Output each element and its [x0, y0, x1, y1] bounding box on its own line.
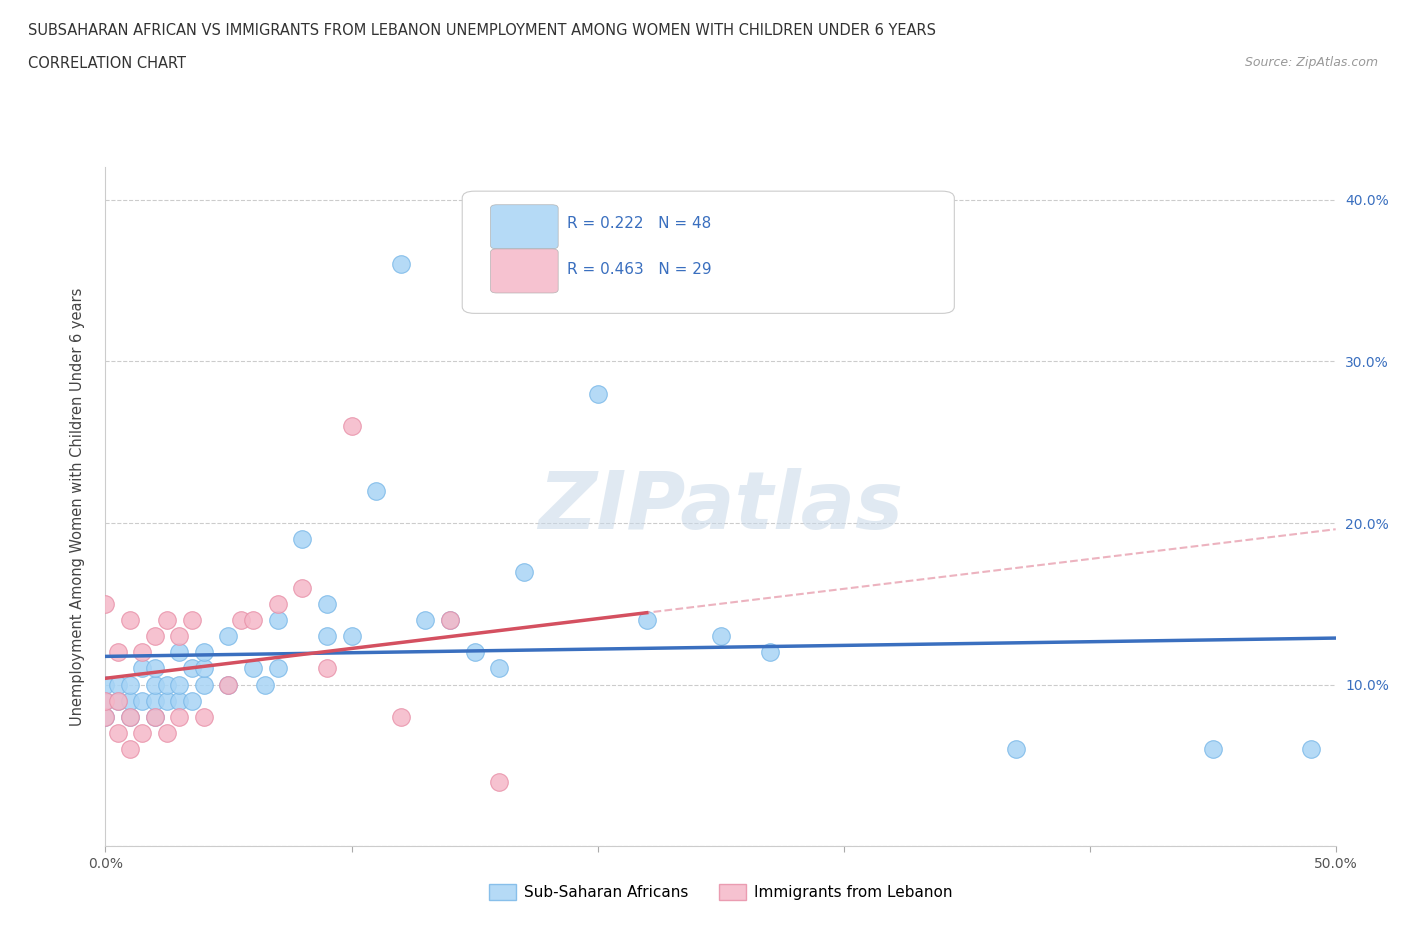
- Point: [415, 613, 437, 628]
- Point: [94, 710, 117, 724]
- Text: R = 0.222   N = 48: R = 0.222 N = 48: [567, 217, 711, 232]
- Point: [267, 613, 290, 628]
- Text: ZIPatlas: ZIPatlas: [538, 468, 903, 546]
- Point: [242, 661, 264, 676]
- Point: [120, 710, 141, 724]
- Point: [193, 710, 215, 724]
- Point: [94, 677, 117, 692]
- Point: [143, 710, 166, 724]
- Y-axis label: Unemployment Among Women with Children Under 6 years: Unemployment Among Women with Children U…: [70, 287, 84, 726]
- Point: [131, 661, 153, 676]
- Point: [169, 710, 191, 724]
- Point: [120, 710, 141, 724]
- Point: [464, 644, 486, 659]
- Point: [107, 694, 129, 709]
- Point: [169, 694, 191, 709]
- Point: [340, 629, 363, 644]
- Point: [120, 677, 141, 692]
- Point: [710, 629, 733, 644]
- Point: [193, 644, 215, 659]
- Point: [131, 644, 153, 659]
- Point: [131, 725, 153, 740]
- Point: [143, 694, 166, 709]
- Point: [267, 661, 290, 676]
- Point: [1004, 742, 1026, 757]
- Point: [120, 694, 141, 709]
- Legend: Sub-Saharan Africans, Immigrants from Lebanon: Sub-Saharan Africans, Immigrants from Le…: [482, 878, 959, 907]
- Point: [439, 613, 461, 628]
- Point: [107, 725, 129, 740]
- Point: [315, 596, 337, 611]
- Point: [229, 613, 252, 628]
- Point: [94, 694, 117, 709]
- Point: [156, 613, 179, 628]
- Text: CORRELATION CHART: CORRELATION CHART: [28, 56, 186, 71]
- Point: [340, 418, 363, 433]
- Point: [439, 613, 461, 628]
- Point: [143, 629, 166, 644]
- Point: [156, 694, 179, 709]
- Point: [315, 629, 337, 644]
- FancyBboxPatch shape: [491, 249, 558, 293]
- Point: [218, 677, 240, 692]
- Point: [94, 694, 117, 709]
- FancyBboxPatch shape: [491, 205, 558, 249]
- Point: [218, 629, 240, 644]
- FancyBboxPatch shape: [463, 192, 955, 313]
- Point: [488, 661, 510, 676]
- Point: [586, 386, 609, 401]
- Point: [180, 613, 202, 628]
- Point: [759, 644, 782, 659]
- Point: [107, 677, 129, 692]
- Point: [94, 596, 117, 611]
- Point: [180, 694, 202, 709]
- Point: [94, 710, 117, 724]
- Point: [218, 677, 240, 692]
- Point: [1202, 742, 1225, 757]
- Point: [315, 661, 337, 676]
- Point: [131, 694, 153, 709]
- Point: [107, 644, 129, 659]
- Point: [636, 613, 658, 628]
- Point: [180, 661, 202, 676]
- Point: [120, 613, 141, 628]
- Point: [143, 710, 166, 724]
- Text: R = 0.463   N = 29: R = 0.463 N = 29: [567, 261, 711, 277]
- Point: [513, 565, 536, 579]
- Point: [267, 596, 290, 611]
- Point: [291, 580, 314, 595]
- Point: [389, 710, 412, 724]
- Text: SUBSAHARAN AFRICAN VS IMMIGRANTS FROM LEBANON UNEMPLOYMENT AMONG WOMEN WITH CHIL: SUBSAHARAN AFRICAN VS IMMIGRANTS FROM LE…: [28, 23, 936, 38]
- Point: [107, 694, 129, 709]
- Point: [193, 677, 215, 692]
- Point: [156, 677, 179, 692]
- Point: [120, 742, 141, 757]
- Point: [143, 661, 166, 676]
- Point: [254, 677, 277, 692]
- Point: [488, 774, 510, 789]
- Point: [193, 661, 215, 676]
- Point: [169, 677, 191, 692]
- Point: [1301, 742, 1323, 757]
- Point: [169, 644, 191, 659]
- Point: [366, 484, 388, 498]
- Point: [156, 725, 179, 740]
- Text: Source: ZipAtlas.com: Source: ZipAtlas.com: [1244, 56, 1378, 69]
- Point: [291, 532, 314, 547]
- Point: [242, 613, 264, 628]
- Point: [169, 629, 191, 644]
- Point: [389, 257, 412, 272]
- Point: [143, 677, 166, 692]
